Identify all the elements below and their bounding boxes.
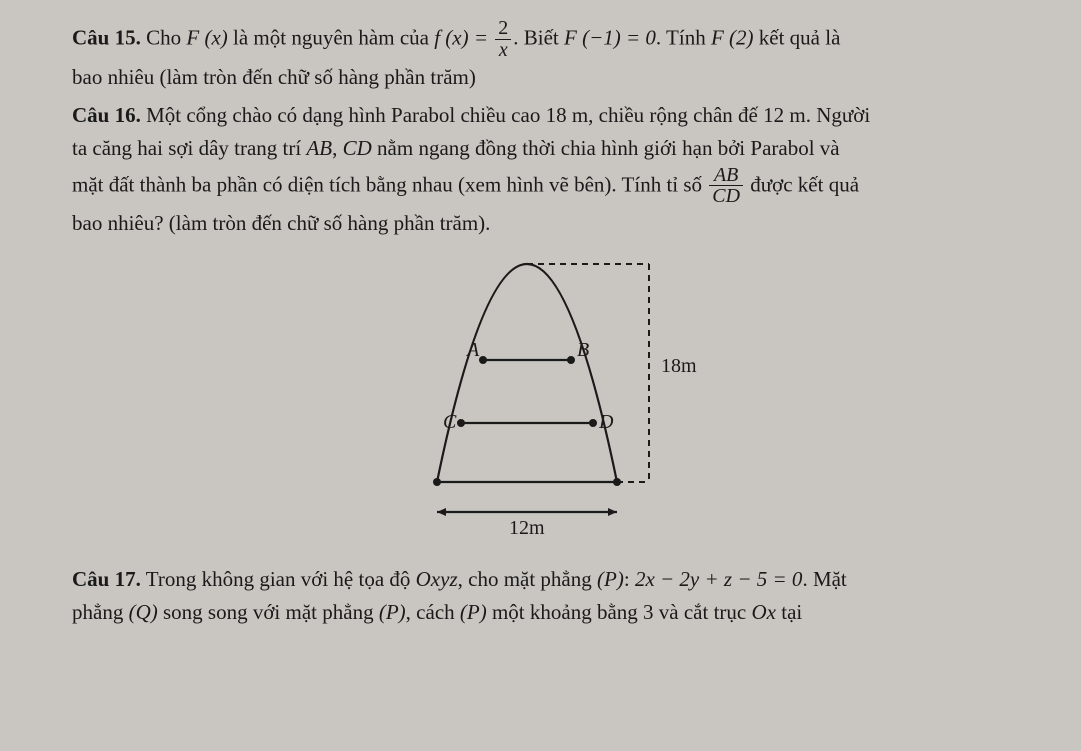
pt-base-left: [433, 478, 441, 486]
q15-t3: . Biết: [513, 25, 564, 49]
q17-l2c: , cách: [406, 600, 460, 624]
q16-l4: bao nhiêu? (làm tròn đến chữ số hàng phầ…: [72, 207, 1041, 240]
parabola-curve: [437, 264, 617, 482]
q15-frac-den: x: [495, 40, 511, 61]
q16-l3b: được kết quả: [745, 172, 859, 196]
q17-P2: (P): [379, 600, 406, 624]
q17-l1c: . Mặt: [802, 567, 846, 591]
parabola-diagram-wrap: A B C D 18m 12m: [72, 250, 1041, 550]
question-16: Câu 16. Một cổng chào có dạng hình Parab…: [72, 99, 1041, 240]
pt-C: [457, 419, 465, 427]
q16-label: Câu 16.: [72, 103, 141, 127]
q15-t1: Cho: [141, 25, 187, 49]
q16-comma: ,: [332, 136, 343, 160]
q15-frac-num: 2: [495, 18, 511, 40]
q15-Fm1: F (−1) = 0: [564, 25, 656, 49]
q16-l2a: ta căng hai sợi dây trang trí: [72, 136, 306, 160]
pt-base-right: [613, 478, 621, 486]
q17-l2f: tại: [776, 600, 802, 624]
pt-A: [479, 356, 487, 364]
arrowhead-left-icon: [437, 508, 446, 516]
question-15: Câu 15. Cho F (x) là một nguyên hàm của …: [72, 18, 1041, 93]
q17-l1b: , cho mặt phẳng: [458, 567, 597, 591]
q17-colon: :: [624, 567, 635, 591]
lbl-C: C: [443, 411, 457, 433]
q17-l2e: và cắt trục: [654, 600, 752, 624]
q15-line2: bao nhiêu (làm tròn đến chữ số hàng phần…: [72, 61, 1041, 94]
q15-frac: 2 x: [493, 18, 513, 61]
q17-Ox: Ox: [751, 600, 776, 624]
q16-h: 18 m: [546, 103, 589, 127]
q15-t5: kết quả là: [754, 25, 841, 49]
pt-B: [567, 356, 575, 364]
q16-ratio-num: AB: [709, 165, 743, 187]
q17-P: (P): [597, 567, 624, 591]
q17-Oxyz: Oxyz: [416, 567, 458, 591]
q16-l1c: . Người: [806, 103, 871, 127]
q15-label: Câu 15.: [72, 25, 141, 49]
q15-fx: f (x) =: [434, 25, 493, 49]
q15-t2: là một nguyên hàm của: [228, 25, 434, 49]
q17-dist: 3: [643, 600, 654, 624]
exam-page: Câu 15. Cho F (x) là một nguyên hàm của …: [0, 0, 1081, 629]
q15-t4: . Tính: [656, 25, 711, 49]
q15-F2: F (2): [711, 25, 754, 49]
q16-w: 12 m: [763, 103, 806, 127]
q17-l2b: song song với mặt phẳng: [158, 600, 379, 624]
q17-P3: (P): [460, 600, 487, 624]
q17-eq: 2x − 2y + z − 5 = 0: [635, 567, 803, 591]
q17-l2a: phẳng: [72, 600, 129, 624]
arrowhead-right-icon: [608, 508, 617, 516]
parabola-diagram: A B C D 18m 12m: [377, 250, 737, 540]
q17-Q: (Q): [129, 600, 158, 624]
q16-CD: CD: [343, 136, 372, 160]
lbl-18m: 18m: [661, 355, 697, 377]
q16-l1b: , chiều rộng chân đế: [588, 103, 763, 127]
q16-l1a: Một cổng chào có dạng hình Parabol chiều…: [141, 103, 546, 127]
q17-l1a: Trong không gian với hệ tọa độ: [141, 567, 416, 591]
q16-l2b: nằm ngang đồng thời chia hình giới hạn b…: [372, 136, 840, 160]
lbl-12m: 12m: [509, 517, 545, 539]
q16-AB: AB: [306, 136, 332, 160]
q17-l2d: một khoảng bằng: [487, 600, 643, 624]
lbl-A: A: [465, 339, 480, 361]
q15-Fx: F (x): [186, 25, 227, 49]
q17-label: Câu 17.: [72, 567, 141, 591]
q16-l3a: mặt đất thành ba phần có diện tích bằng …: [72, 172, 707, 196]
question-17: Câu 17. Trong không gian với hệ tọa độ O…: [72, 563, 1041, 628]
lbl-D: D: [598, 411, 614, 433]
q16-ratio: AB CD: [707, 165, 745, 208]
q16-ratio-den: CD: [709, 186, 743, 207]
lbl-B: B: [577, 339, 589, 361]
pt-D: [589, 419, 597, 427]
